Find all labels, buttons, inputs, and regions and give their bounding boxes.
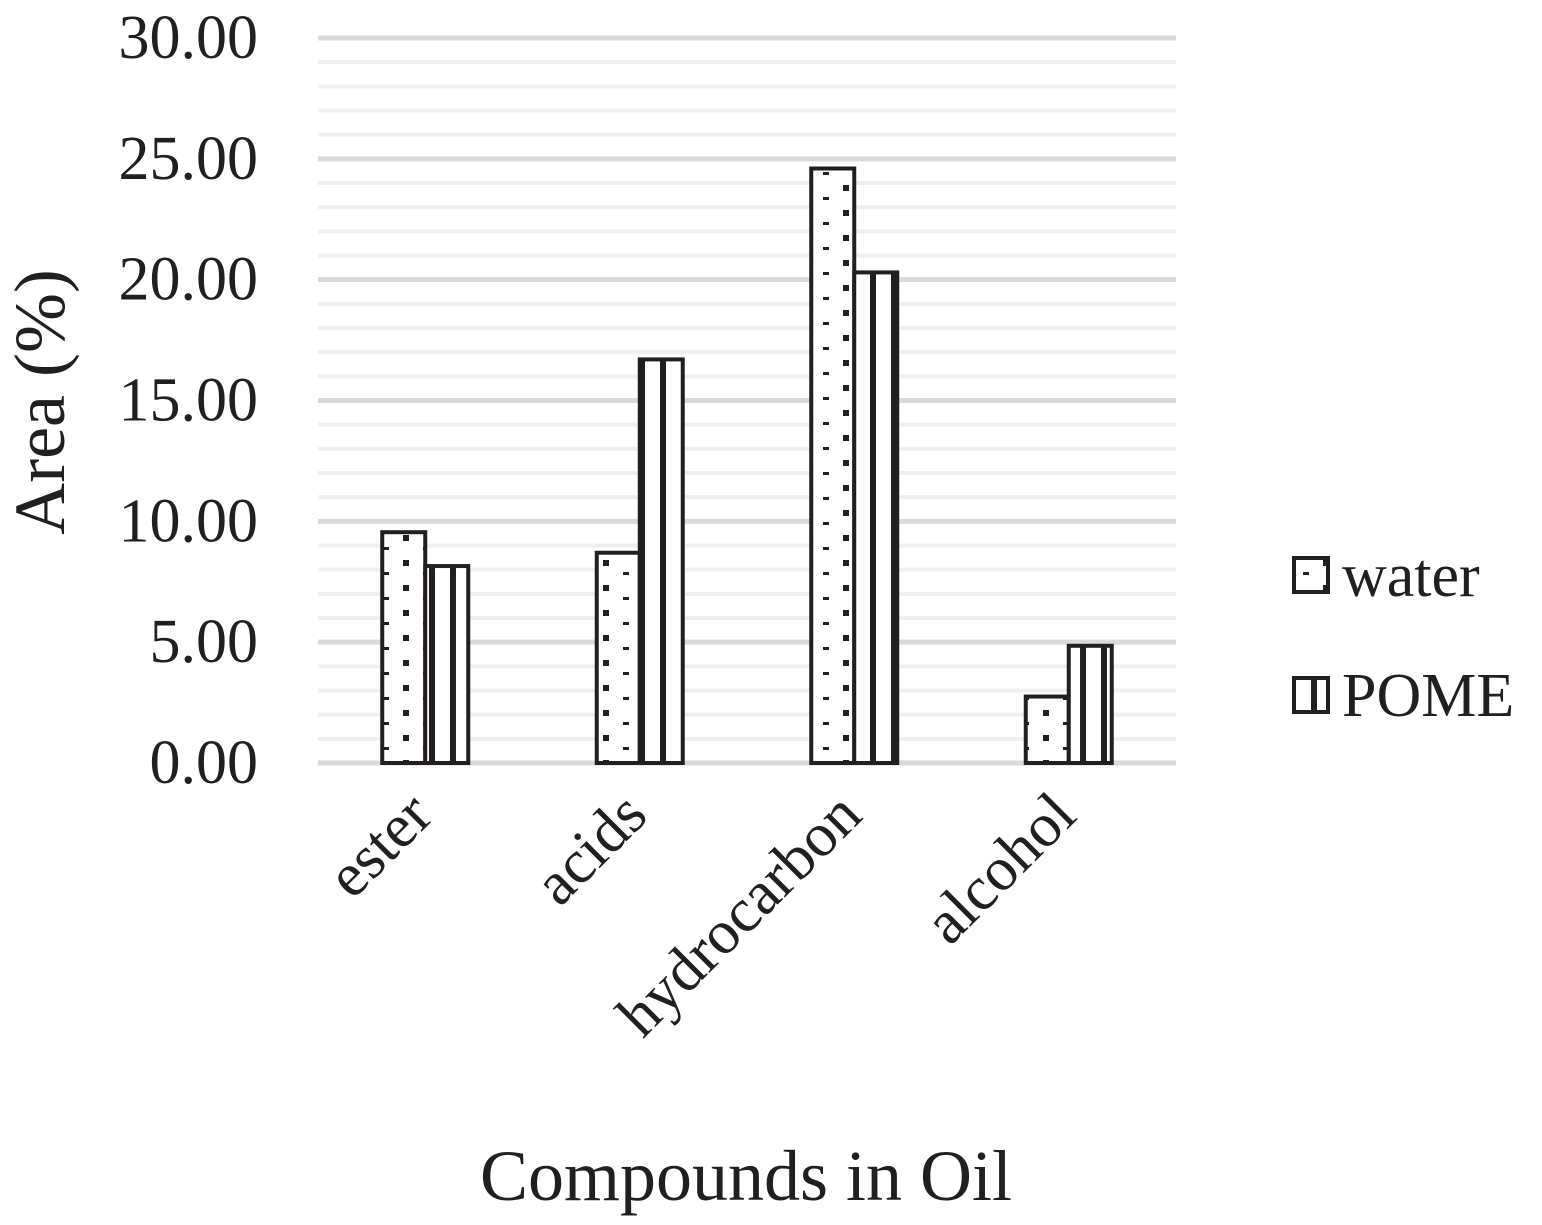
bar-pome-acids [637,357,685,765]
bar-pome-alcohol [1066,643,1114,766]
x-tick-label-ester: ester [314,780,445,911]
bar-pome-ester [423,564,471,766]
y-axis-title: Area (%) [0,269,80,535]
legend-label: POME [1342,662,1514,730]
y-axis-ticks: 0.00 5.00 10.00 15.00 20.00 25.00 30.00 [119,4,259,797]
legend-swatch [1292,556,1330,594]
bar-water-acids [594,550,642,765]
bar-water-ester [380,530,428,765]
y-tick-label: 30.00 [119,4,259,72]
legend-item-water: water [1292,542,1480,610]
bar-pome-hydrocarbon [852,270,900,765]
bar-water-alcohol [1023,694,1071,766]
y-tick-label: 0.00 [150,729,259,797]
y-tick-label: 25.00 [119,125,259,193]
bar-water-hydrocarbon [809,166,857,765]
y-tick-label: 15.00 [119,367,259,435]
y-tick-label: 10.00 [119,487,259,555]
x-tick-label-acids: acids [521,780,659,918]
legend-swatch [1292,676,1330,714]
bars [380,166,1114,766]
legend-label: water [1342,542,1480,610]
legend-item-pome: POME [1292,662,1514,730]
x-axis-title: Compounds in Oil [480,1136,1012,1216]
y-tick-label: 20.00 [119,246,259,314]
x-tick-label-alcohol: alcohol [912,780,1089,957]
legend: water POME [1292,542,1514,730]
y-tick-label: 5.00 [150,608,259,676]
